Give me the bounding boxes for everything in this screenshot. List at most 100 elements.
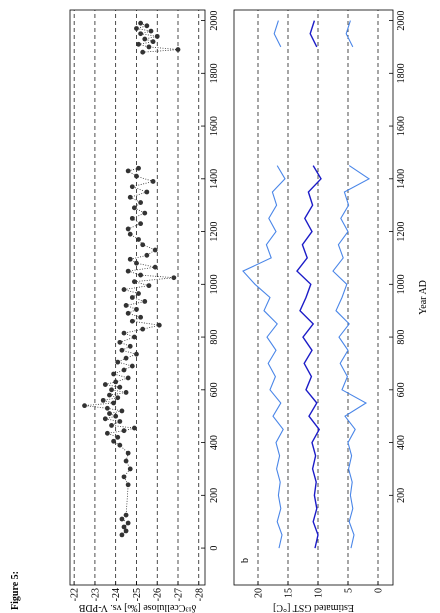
data-point	[129, 184, 135, 190]
data-point	[127, 194, 133, 200]
data-point	[113, 413, 119, 419]
data-point	[102, 382, 108, 387]
y-tick-label: -23	[90, 588, 101, 601]
x-tick-label: 200	[396, 488, 407, 503]
data-point	[136, 237, 141, 242]
data-point	[142, 210, 148, 216]
y-tick-label: 5	[344, 588, 355, 593]
data-point	[175, 47, 181, 52]
x-tick-label: 1600	[396, 116, 407, 136]
data-point	[121, 287, 127, 292]
data-point	[119, 347, 125, 353]
data-point	[125, 310, 131, 316]
y-tick-label: 0	[374, 588, 385, 593]
data-point	[140, 326, 146, 332]
data-point	[104, 430, 110, 436]
data-point	[138, 221, 144, 227]
data-point	[131, 279, 137, 285]
data-point	[115, 359, 121, 365]
rotated-figure: Figure 5: -22 -23 -24 -25 -26 -27 -28020040060…	[10, 9, 429, 613]
data-point	[134, 260, 139, 266]
data-point	[140, 49, 146, 55]
y-tick-label: 20	[254, 588, 265, 598]
x-tick-label: 2000	[396, 11, 407, 31]
data-point	[125, 482, 131, 488]
data-point	[131, 425, 137, 431]
figure-label: Figure 5:	[10, 571, 21, 610]
plot-frame	[233, 9, 394, 586]
panel-label: b	[240, 558, 251, 563]
x-tick-label: 1200	[396, 222, 407, 242]
data-point	[125, 268, 131, 274]
data-point	[136, 291, 141, 296]
data-point	[134, 351, 139, 357]
data-point	[127, 343, 133, 349]
x-tick-label: 200	[209, 488, 220, 503]
data-point	[123, 458, 129, 464]
data-point	[144, 189, 150, 195]
data-point	[146, 283, 152, 289]
data-point	[129, 318, 135, 324]
data-point	[150, 179, 156, 184]
data-line	[242, 20, 286, 549]
x-tick-label: 1400	[209, 169, 220, 189]
data-point	[142, 299, 148, 304]
data-point	[117, 384, 123, 390]
data-point	[117, 442, 123, 448]
data-point	[146, 44, 152, 50]
y-tick-label: 15	[284, 588, 295, 598]
data-point	[144, 252, 150, 258]
data-line	[332, 20, 371, 549]
data-point	[123, 303, 129, 308]
data-point	[125, 450, 131, 456]
x-tick-label: 800	[209, 330, 220, 345]
data-point	[121, 367, 127, 373]
data-point	[144, 23, 150, 29]
data-point	[115, 434, 121, 440]
x-tick-label: 1800	[396, 63, 407, 83]
data-point	[121, 524, 127, 530]
y-tick-label: -22	[70, 588, 81, 601]
data-point	[117, 419, 123, 424]
data-point	[107, 392, 112, 398]
data-point	[123, 528, 129, 534]
y-tick-label: -28	[194, 588, 205, 601]
data-point	[125, 168, 131, 174]
data-point	[129, 363, 135, 369]
plot-frame	[69, 9, 206, 586]
data-point	[134, 26, 139, 31]
data-line	[296, 20, 322, 549]
data-point	[131, 334, 137, 340]
data-point	[134, 306, 139, 312]
data-point	[138, 314, 144, 320]
x-tick-label: 600	[396, 382, 407, 397]
data-line	[84, 22, 179, 536]
data-point	[109, 387, 114, 393]
data-point	[117, 339, 123, 345]
data-point	[111, 400, 117, 406]
data-point	[115, 395, 121, 401]
y-axis-label: δ¹³Ccellulose [‰] vs. V-PDB	[78, 602, 196, 613]
data-point	[134, 173, 139, 179]
data-point	[82, 403, 87, 409]
data-point	[129, 295, 135, 300]
data-point	[119, 516, 125, 522]
data-point	[140, 242, 146, 248]
data-point	[136, 165, 141, 171]
y-axis-label: Estimated GST [°C]	[273, 602, 354, 613]
data-point	[138, 20, 144, 26]
data-point	[121, 428, 127, 434]
data-point	[152, 264, 158, 270]
x-tick-label: 2000	[209, 11, 220, 31]
data-point	[125, 520, 131, 526]
x-tick-label: 1600	[209, 116, 220, 136]
data-point	[125, 226, 131, 232]
y-tick-label: -24	[111, 588, 122, 601]
x-axis-label: Year AD	[418, 280, 429, 315]
x-tick-label: 800	[396, 330, 407, 345]
data-point	[127, 231, 133, 237]
x-tick-label: 1000	[209, 274, 220, 294]
data-point	[127, 256, 133, 262]
